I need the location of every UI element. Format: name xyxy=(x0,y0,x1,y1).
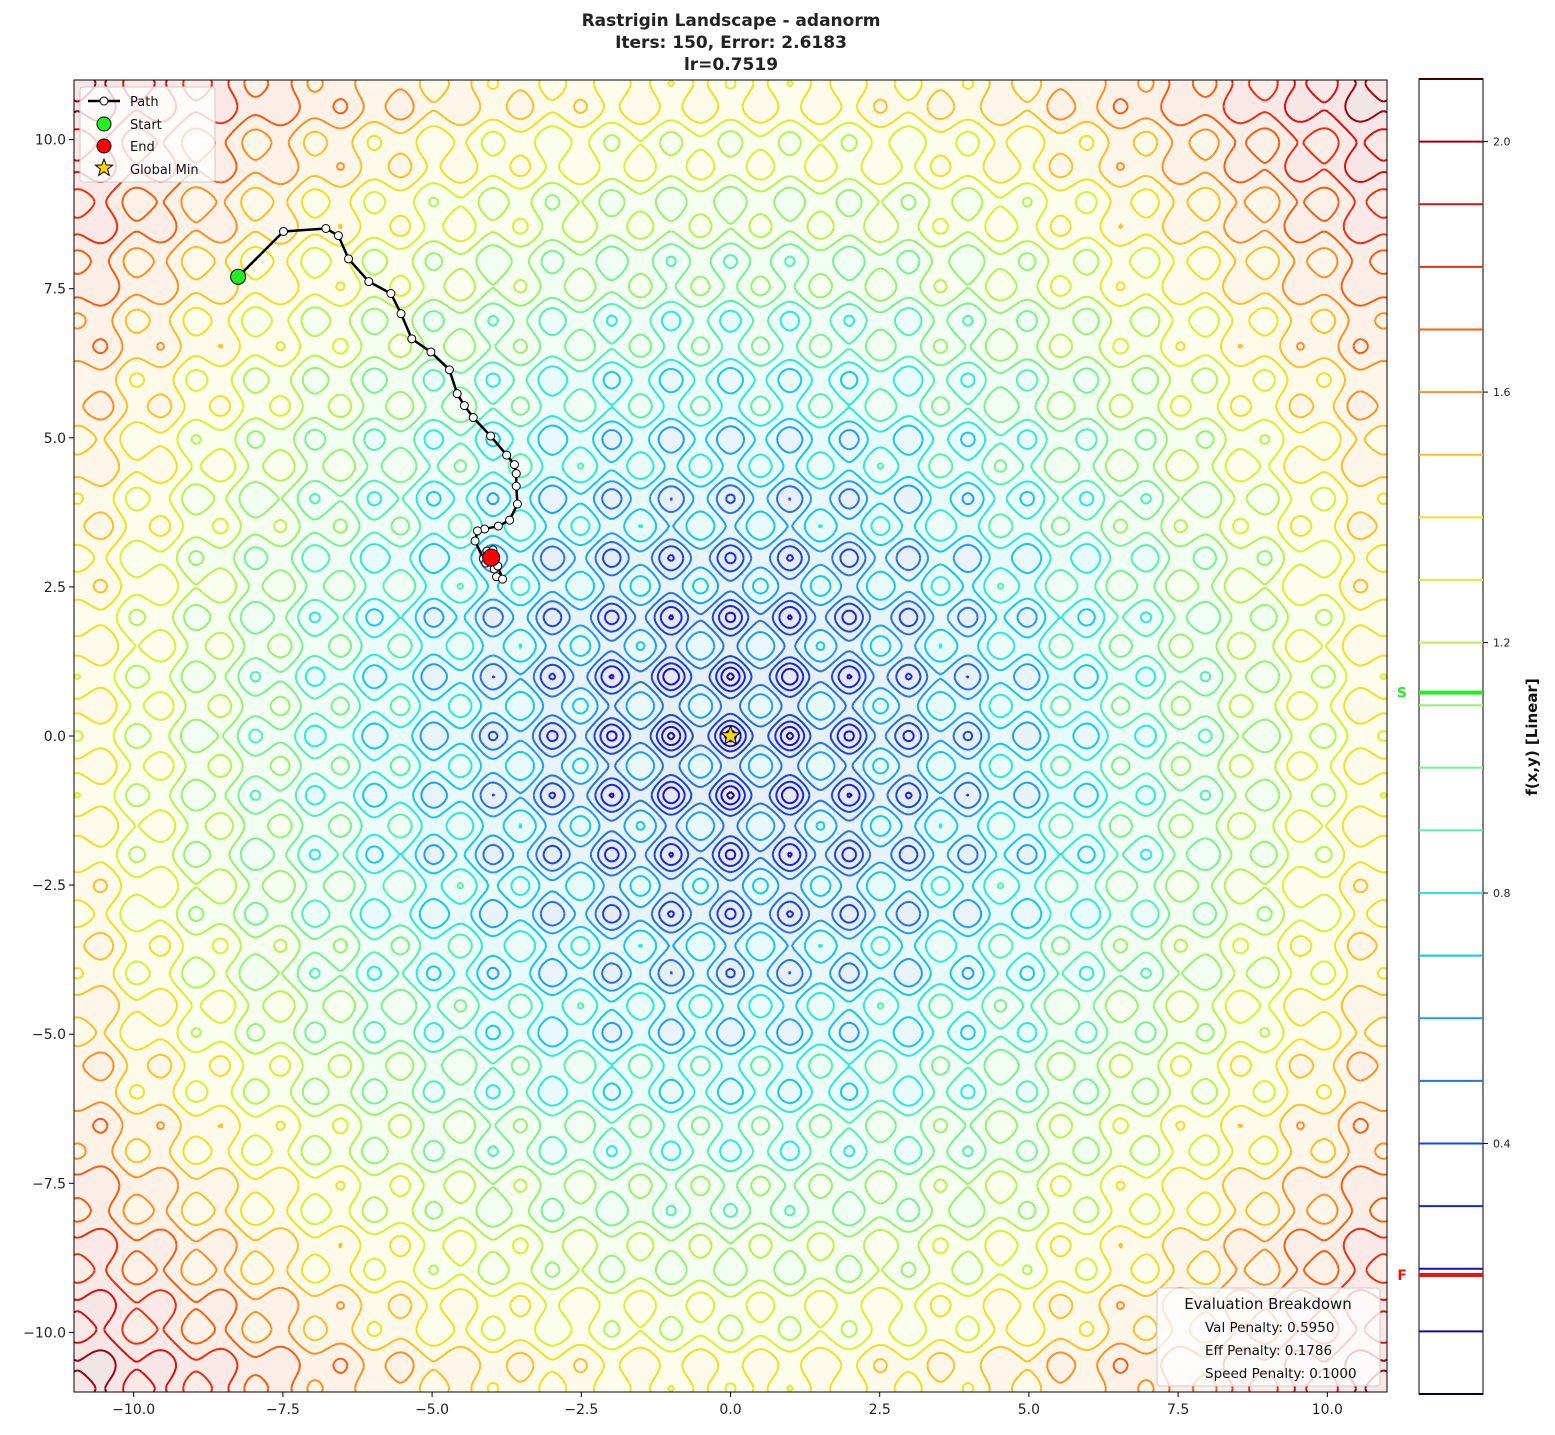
contour-level-0.8 xyxy=(303,309,1158,1163)
annotation-line: Val Penalty: 0.5950 xyxy=(1205,1320,1334,1336)
x-tick-label: 10.0 xyxy=(1312,1402,1343,1418)
y-tick-label: 10.0 xyxy=(35,133,66,149)
path-point xyxy=(278,226,288,236)
y-tick-label: −2.5 xyxy=(32,878,66,894)
path-point xyxy=(493,521,503,531)
contour-level-0.7 xyxy=(361,366,1100,1106)
path-point xyxy=(511,481,521,491)
title-line-3: lr=0.7519 xyxy=(684,55,778,75)
legend-end-marker xyxy=(96,138,112,154)
path-point xyxy=(426,347,436,357)
path-point xyxy=(498,574,508,584)
x-tick-label: −2.5 xyxy=(564,1402,598,1418)
contour-level-0.4 xyxy=(487,493,974,979)
contour-level-0.3 xyxy=(546,551,915,921)
start-marker xyxy=(230,268,247,285)
legend-label-global-min: Global Min xyxy=(130,163,199,178)
contour-level-0.1 xyxy=(666,672,795,800)
legend-path-marker xyxy=(99,96,109,106)
legend-label-start: Start xyxy=(130,118,162,133)
contour-level-1.3 xyxy=(74,80,1387,1392)
colorbar: 2.0 1.6 1.2 0.8 0.4 S F xyxy=(1397,78,1511,1395)
path-point xyxy=(364,277,374,287)
colorbar-marker-label: F xyxy=(1397,1268,1407,1284)
path-point xyxy=(509,460,519,470)
colorbar-tick-label: 2.0 xyxy=(1493,136,1511,149)
annotation-line: Eff Penalty: 0.1786 xyxy=(1205,1343,1332,1359)
title-line-2: Iters: 150, Error: 2.6183 xyxy=(615,33,847,53)
x-axis: −10.0 −7.5 −5.0 −2.5 0.0 2.5 5.0 7.5 10.0 xyxy=(112,1392,1343,1418)
legend-star-icon xyxy=(94,157,114,177)
x-tick-label: −10.0 xyxy=(112,1402,155,1418)
path-point xyxy=(444,365,454,375)
x-tick-label: 2.5 xyxy=(869,1402,891,1418)
contour-level-1.1 xyxy=(179,185,1282,1287)
x-tick-label: 5.0 xyxy=(1018,1402,1040,1418)
legend-label-path: Path xyxy=(130,95,159,110)
contour-level-1.2 xyxy=(124,130,1337,1342)
path-point xyxy=(321,223,331,233)
path-point xyxy=(344,254,354,264)
x-tick-label: −5.0 xyxy=(415,1402,449,1418)
end-marker xyxy=(482,548,501,567)
x-tick-label: 7.5 xyxy=(1167,1402,1189,1418)
colorbar-tick-label: 0.8 xyxy=(1493,887,1511,900)
annotation-line: Speed Penalty: 0.1000 xyxy=(1205,1366,1357,1382)
y-axis: 10.0 7.5 5.0 2.5 0.0 −2.5 −5.0 −7.5 −10.0 xyxy=(23,133,74,1341)
contour-level-1.5 xyxy=(74,80,1387,1392)
colorbar-tick-label: 1.2 xyxy=(1493,637,1511,650)
colorbar-tick-label: 0.4 xyxy=(1493,1138,1511,1151)
colorbar-marker-label: S xyxy=(1397,686,1407,702)
path-point xyxy=(512,499,522,509)
y-tick-label: −5.0 xyxy=(32,1027,66,1043)
path-point xyxy=(333,231,343,241)
colorbar-label: f(x,y) [Linear] xyxy=(1523,678,1541,795)
contour-level-0.9 xyxy=(248,253,1213,1219)
path-point xyxy=(502,450,512,460)
x-tick-label: 0.0 xyxy=(719,1402,741,1418)
path-point xyxy=(396,309,406,319)
title-line-1: Rastrigin Landscape - adanorm xyxy=(582,11,881,31)
y-tick-label: −10.0 xyxy=(23,1325,66,1341)
path-point xyxy=(472,526,482,536)
y-tick-label: 0.0 xyxy=(44,729,66,745)
path-point xyxy=(505,515,515,525)
path-point xyxy=(386,288,396,298)
contour-lines xyxy=(74,80,1387,1392)
path-point xyxy=(470,536,480,546)
contour-level-1.4 xyxy=(74,80,1387,1392)
annotation-title: Evaluation Breakdown xyxy=(1184,1295,1352,1313)
annotation-box xyxy=(1156,1287,1381,1387)
y-tick-label: −7.5 xyxy=(32,1176,66,1192)
optimizer-path xyxy=(230,223,742,746)
contour-level-0.5 xyxy=(478,484,983,988)
contour-level-1.0 xyxy=(236,242,1225,1230)
y-tick-label: 7.5 xyxy=(44,282,66,298)
path-point xyxy=(459,401,469,411)
legend: Path Start End Global Min xyxy=(79,86,216,183)
path-point xyxy=(511,469,521,479)
y-tick-label: 2.5 xyxy=(44,580,66,596)
contour-level-0.6 xyxy=(419,425,1042,1047)
evaluation-breakdown-box: Evaluation Breakdown Val Penalty: 0.5950… xyxy=(1156,1287,1381,1387)
y-tick-label: 5.0 xyxy=(44,431,66,447)
x-tick-label: −7.5 xyxy=(266,1402,300,1418)
legend-box xyxy=(79,86,216,183)
path-point xyxy=(486,431,496,441)
path-point xyxy=(468,413,478,423)
legend-start-marker xyxy=(96,116,112,132)
global-min-star xyxy=(719,724,742,746)
legend-label-end: End xyxy=(130,140,155,155)
colorbar-tick-label: 1.6 xyxy=(1493,386,1511,399)
contour-level-0.2 xyxy=(605,611,856,861)
colorbar-frame xyxy=(1418,78,1484,1395)
path-point xyxy=(407,334,417,344)
path-point xyxy=(452,389,462,399)
